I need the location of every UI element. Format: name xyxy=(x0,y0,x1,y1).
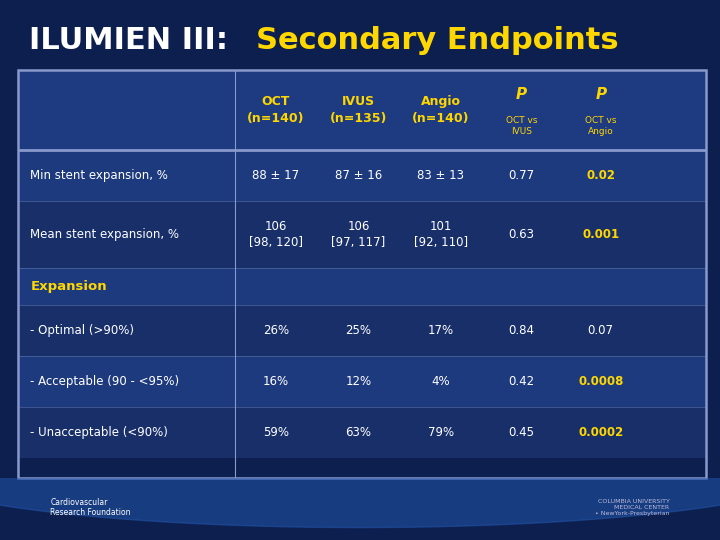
Text: 0.42: 0.42 xyxy=(508,375,535,388)
Text: Mean stent expansion, %: Mean stent expansion, % xyxy=(30,228,179,241)
Bar xyxy=(18,356,706,407)
Text: 59%: 59% xyxy=(263,426,289,438)
Text: ILUMIEN III:: ILUMIEN III: xyxy=(29,26,238,55)
Text: 101
[92, 110]: 101 [92, 110] xyxy=(414,220,468,249)
Text: Expansion: Expansion xyxy=(30,280,107,293)
Text: 88 ± 17: 88 ± 17 xyxy=(252,168,300,181)
Text: Secondary Endpoints: Secondary Endpoints xyxy=(256,26,618,55)
Bar xyxy=(18,70,706,150)
Text: OCT vs
IVUS: OCT vs IVUS xyxy=(506,116,537,136)
Text: 87 ± 16: 87 ± 16 xyxy=(335,168,382,181)
Text: P: P xyxy=(595,87,606,102)
Text: - Optimal (>90%): - Optimal (>90%) xyxy=(30,323,135,336)
Text: Angio
(n=140): Angio (n=140) xyxy=(412,95,469,125)
Text: 0.07: 0.07 xyxy=(588,323,613,336)
Text: 26%: 26% xyxy=(263,323,289,336)
Text: OCT vs
Angio: OCT vs Angio xyxy=(585,116,616,136)
Bar xyxy=(18,268,706,305)
Text: 106
[98, 120]: 106 [98, 120] xyxy=(249,220,303,249)
Text: - Unacceptable (<90%): - Unacceptable (<90%) xyxy=(30,426,168,438)
Text: 0.77: 0.77 xyxy=(508,168,535,181)
Text: 0.0002: 0.0002 xyxy=(578,426,624,438)
Text: Cardiovascular
Research Foundation: Cardiovascular Research Foundation xyxy=(50,498,131,517)
Text: 63%: 63% xyxy=(346,426,372,438)
Bar xyxy=(18,407,706,457)
Text: 0.84: 0.84 xyxy=(508,323,535,336)
Text: 79%: 79% xyxy=(428,426,454,438)
Bar xyxy=(18,201,706,268)
Text: Min stent expansion, %: Min stent expansion, % xyxy=(30,168,168,181)
Text: OCT
(n=140): OCT (n=140) xyxy=(247,95,305,125)
Text: P: P xyxy=(516,87,527,102)
Text: IVUS
(n=135): IVUS (n=135) xyxy=(330,95,387,125)
Text: 83 ± 13: 83 ± 13 xyxy=(418,168,464,181)
Text: COLUMBIA UNIVERSITY
MEDICAL CENTER
• NewYork-Presbyterian: COLUMBIA UNIVERSITY MEDICAL CENTER • New… xyxy=(595,500,670,516)
Text: 106
[97, 117]: 106 [97, 117] xyxy=(331,220,385,249)
Text: 17%: 17% xyxy=(428,323,454,336)
Text: 12%: 12% xyxy=(346,375,372,388)
Text: 25%: 25% xyxy=(346,323,372,336)
Bar xyxy=(18,305,706,356)
Bar xyxy=(18,150,706,201)
Text: 0.001: 0.001 xyxy=(582,228,619,241)
Text: 4%: 4% xyxy=(431,375,450,388)
Text: 16%: 16% xyxy=(263,375,289,388)
Text: 0.63: 0.63 xyxy=(508,228,535,241)
Text: 0.0008: 0.0008 xyxy=(578,375,624,388)
Text: 0.02: 0.02 xyxy=(586,168,616,181)
Text: - Acceptable (90 - <95%): - Acceptable (90 - <95%) xyxy=(30,375,179,388)
Text: 0.45: 0.45 xyxy=(508,426,535,438)
